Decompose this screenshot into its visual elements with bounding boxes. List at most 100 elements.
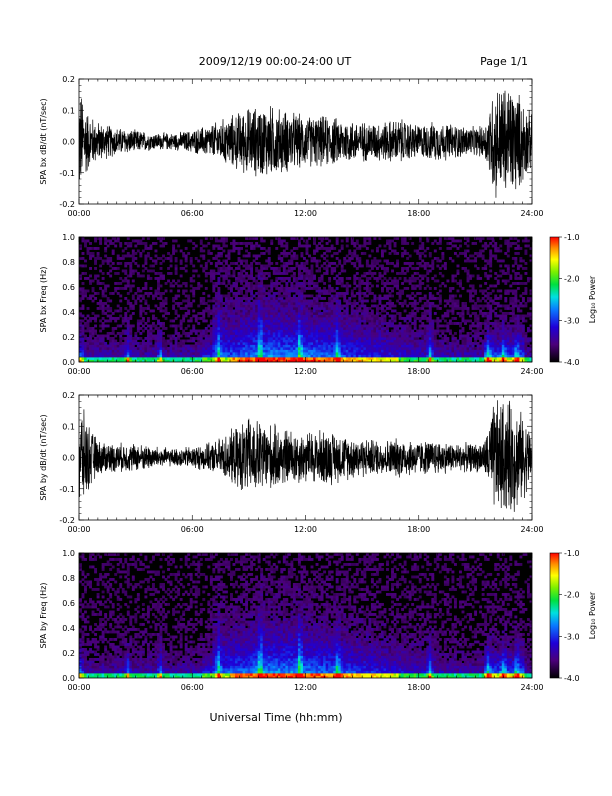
spectrogram-cell [419,347,422,350]
spectrogram-cell [424,262,427,265]
spectrogram-cell [459,335,462,338]
spectrogram-cell [114,272,117,275]
spectrogram-cell [414,295,417,298]
spectrogram-cell [414,267,417,270]
spectrogram-cell [152,325,155,328]
spectrogram-cell [446,340,449,343]
spectrogram-cell [306,260,309,263]
spectrogram-cell [414,300,417,303]
spectrogram-cell [338,330,341,333]
spectrogram-cell [338,345,341,348]
spectrogram-cell [182,347,185,350]
spectrogram-cell [215,240,218,243]
spectrogram-cell [202,330,205,333]
spectrogram-cell [451,300,454,303]
spectrogram-cell [424,327,427,330]
spectrogram-cell [318,295,321,298]
spectrogram-cell [444,285,447,288]
spectrogram-cell [474,307,477,310]
spectrogram-cell [429,265,432,268]
spectrogram-cell [122,257,125,260]
spectrogram-cell [341,315,344,318]
spectrogram-cell [99,265,102,268]
spectrogram-cell [230,300,233,303]
spectrogram-cell [233,342,236,345]
spectrogram-cell [210,262,213,265]
spectrogram-cell [318,290,321,293]
spectrogram-cell [424,275,427,278]
spectrogram-cell [316,247,319,250]
spectrogram-cell [290,357,293,360]
spectrogram-cell [102,292,105,295]
spectrogram-cell [230,355,233,358]
spectrogram-cell [293,285,296,288]
spectrogram-cell [444,237,447,240]
spectrogram-cell [250,245,253,248]
spectrogram-cell [99,340,102,343]
spectrogram-cell [217,245,220,248]
spectrogram-cell [137,325,140,328]
spectrogram-cell [280,345,283,348]
spectrogram-cell [358,347,361,350]
spectrogram-cell [446,280,449,283]
spectrogram-cell [353,305,356,308]
spectrogram-cell [180,285,183,288]
spectrogram-cell [227,352,230,355]
spectrogram-cell [235,335,238,338]
spectrogram-cell [316,290,319,293]
spectrogram-cell [464,355,467,358]
spectrogram-cell [338,250,341,253]
spectrogram-cell [250,322,253,325]
spectrogram-cell [127,342,130,345]
spectrogram-cell [233,312,236,315]
spectrogram-cell [255,320,258,323]
spectrogram-cell [323,272,326,275]
spectrogram-cell [268,300,271,303]
spectrogram-cell [353,255,356,258]
spectrogram-cell [127,292,130,295]
spectrogram-cell [202,332,205,335]
spectrogram-cell [306,302,309,305]
spectrogram-cell [285,307,288,310]
spectrogram-cell [356,285,359,288]
spectrogram-cell [240,302,243,305]
spectrogram-cell [474,347,477,350]
spectrogram-cell [142,295,145,298]
spectrogram-cell [170,260,173,263]
spectrogram-cell [212,270,215,273]
spectrogram-cell [386,312,389,315]
spectrogram-cell [84,330,87,333]
spectrogram-cell [233,285,236,288]
spectrogram-cell [451,287,454,290]
spectrogram-cell [394,325,397,328]
spectrogram-cell [386,240,389,243]
spectrogram-cell [295,332,298,335]
spectrogram-cell [293,272,296,275]
spectrogram-cell [333,300,336,303]
spectrogram-cell [165,282,168,285]
spectrogram-cell [378,357,381,360]
spectrogram-cell [250,327,253,330]
spectrogram-cell [205,355,208,358]
spectrogram-cell [399,322,402,325]
spectrogram-cell [311,355,314,358]
spectrogram-cell [290,310,293,313]
spectrogram-cell [205,245,208,248]
spectrogram-cell [338,282,341,285]
spectrogram-cell [127,255,130,258]
spectrogram-cell [205,347,208,350]
spectrogram-cell [278,312,281,315]
spectrogram-cell [404,345,407,348]
spectrogram-cell [298,357,301,360]
spectrogram-cell [421,265,424,268]
spectrogram-cell [336,292,339,295]
spectrogram-cell [139,312,142,315]
spectrogram-cell [399,292,402,295]
spectrogram-cell [250,355,253,358]
spectrogram-cell [132,355,135,358]
spectrogram-cell [207,315,210,318]
spectrogram-cell [451,345,454,348]
spectrogram-cell [338,317,341,320]
spectrogram-cell [333,267,336,270]
spectrogram-cell [343,317,346,320]
